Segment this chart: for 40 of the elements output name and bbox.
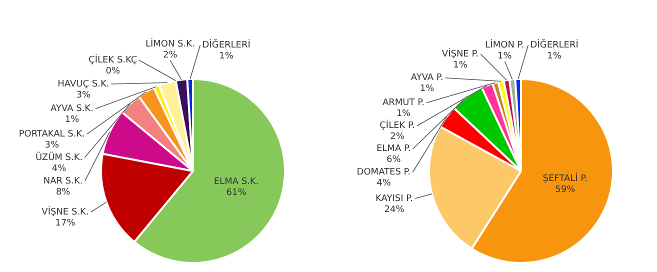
slice-label: ÜZÜM S.K.: [35, 150, 83, 163]
slice-label: VİŞNE P.: [442, 47, 479, 60]
category-label: ÇİLEK S.KÇ: [88, 56, 138, 66]
data-label: 1%: [453, 60, 468, 70]
data-label: 4%: [52, 164, 67, 174]
data-label: 1%: [547, 51, 562, 62]
slice-label: PORTAKAL S.K.: [18, 129, 86, 140]
data-label: 6%: [386, 155, 402, 166]
data-label: 3%: [76, 90, 92, 100]
data-label: 59%: [555, 185, 576, 196]
slice-label: ŞEFTALİ P.: [542, 172, 588, 184]
slice-label: LİMON P.: [485, 38, 524, 51]
slice-label: AYVA S.K.: [50, 104, 94, 114]
slice-label: ELMA P.: [376, 144, 411, 154]
text: 0%: [106, 66, 120, 77]
data-label: 1%: [64, 115, 80, 126]
data-label: 1%: [219, 51, 234, 62]
slice-label: AYVA P.: [410, 73, 444, 84]
slice-label: DİĞERLERİ: [530, 38, 578, 50]
data-label: 17%: [55, 218, 76, 228]
data-label: 1%: [498, 52, 512, 62]
slice-label: ARMUT P.: [382, 98, 424, 108]
data-label: 1%: [396, 109, 412, 120]
data-label: 3%: [44, 140, 60, 150]
slice-label: LİMON S.K.: [145, 38, 195, 50]
slice-label: NAR S.K.: [43, 176, 83, 187]
data-label: 4%: [376, 178, 392, 189]
slice-label: ELMA S.K.: [214, 176, 259, 187]
slice-label: ÇİLEK P.: [380, 119, 415, 132]
slice-label: KAYISI P.: [376, 194, 414, 204]
data-label: 2%: [163, 50, 178, 61]
slice-label: DOMATES P.: [356, 168, 411, 178]
data-label: 8%: [56, 188, 71, 198]
data-label: 2%: [390, 132, 405, 142]
data-label: 61%: [226, 188, 247, 198]
data-label: 1%: [420, 84, 435, 94]
data-label: 24%: [384, 204, 405, 215]
slice-label: DİĞERLERİ: [202, 38, 250, 50]
slice-label: HAVUÇ S.K.: [58, 79, 110, 90]
slice-label: VİŞNE S.K.: [42, 205, 89, 218]
